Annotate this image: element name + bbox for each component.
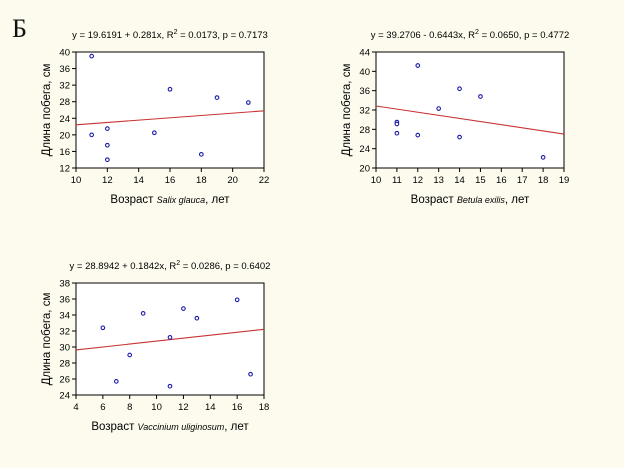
- data-point: [457, 86, 462, 92]
- y-tick-label: 12: [59, 164, 70, 175]
- panel-letter: Б: [12, 14, 27, 43]
- data-point: [167, 86, 173, 92]
- x-tick-label: 12: [102, 175, 113, 186]
- x-axis-label: Возраст Salix glauca, лет: [110, 194, 230, 206]
- data-point: [234, 297, 240, 303]
- y-tick-label: 26: [59, 375, 70, 386]
- regression-equation: y = 28.8942 + 0.1842x, R2 = 0.0286, p = …: [70, 260, 271, 272]
- data-point: [457, 134, 462, 140]
- regression-line: [376, 105, 564, 135]
- x-tick-label: 4: [73, 402, 78, 413]
- plot-frame: [75, 51, 265, 169]
- data-point: [540, 155, 546, 160]
- x-tick-label: 10: [371, 175, 382, 186]
- y-tick-label: 40: [59, 48, 70, 59]
- data-point: [104, 126, 110, 131]
- y-tick-label: 28: [59, 359, 70, 370]
- x-tick-label: 16: [232, 402, 243, 413]
- data-point: [181, 306, 186, 311]
- data-point: [394, 130, 400, 136]
- x-axis-label: Возраст Vaccinium uliginosum, лет: [91, 421, 249, 433]
- y-tick-label: 44: [359, 48, 370, 59]
- plot-frame: [375, 51, 565, 169]
- y-tick-label: 28: [359, 125, 370, 136]
- regression-equation: y = 19.6191 + 0.281x, R2 = 0.0173, p = 0…: [72, 29, 268, 41]
- data-point: [415, 63, 421, 68]
- x-tick-label: 16: [165, 175, 176, 186]
- data-point: [194, 315, 200, 321]
- y-tick-label: 32: [59, 327, 70, 338]
- x-tick-label: 11: [392, 175, 402, 186]
- x-tick-label: 14: [205, 402, 216, 413]
- y-tick-label: 36: [59, 295, 70, 306]
- x-tick-label: 19: [559, 175, 570, 186]
- x-tick-label: 18: [196, 175, 207, 186]
- y-axis-label: Длина побега, см: [41, 293, 53, 386]
- y-tick-label: 38: [59, 279, 70, 290]
- y-tick-label: 30: [59, 343, 70, 354]
- data-point: [415, 132, 421, 138]
- y-tick-label: 32: [59, 81, 70, 92]
- x-tick-label: 10: [71, 175, 82, 186]
- x-tick-label: 12: [412, 175, 423, 186]
- y-tick-label: 24: [59, 391, 70, 402]
- data-point: [248, 371, 253, 377]
- data-point: [245, 100, 251, 105]
- x-tick-label: 14: [133, 175, 144, 186]
- y-tick-label: 34: [59, 311, 70, 322]
- data-point: [394, 121, 400, 127]
- regression-line: [76, 110, 264, 126]
- y-tick-label: 24: [59, 114, 70, 125]
- data-point: [214, 95, 220, 100]
- y-tick-label: 40: [359, 67, 370, 78]
- y-axis-label: Длина побега, см: [41, 64, 53, 157]
- x-tick-label: 16: [496, 175, 507, 186]
- data-point: [140, 311, 146, 316]
- x-tick-label: 17: [517, 175, 528, 186]
- x-tick-label: 6: [100, 402, 105, 413]
- data-point: [100, 325, 106, 331]
- y-axis-label: Длина побега, см: [341, 64, 353, 157]
- y-tick-label: 36: [359, 86, 370, 97]
- y-tick-label: 20: [359, 164, 370, 175]
- data-point: [89, 132, 95, 138]
- x-tick-label: 15: [475, 175, 486, 186]
- y-tick-label: 36: [59, 64, 70, 75]
- y-tick-label: 20: [59, 130, 70, 141]
- data-point: [89, 53, 95, 59]
- x-tick-label: 14: [454, 175, 465, 186]
- data-point: [167, 335, 173, 340]
- y-tick-label: 28: [59, 97, 70, 108]
- data-point: [198, 151, 204, 157]
- x-tick-label: 20: [227, 175, 238, 186]
- data-point: [127, 352, 133, 358]
- y-tick-label: 32: [359, 106, 370, 117]
- x-tick-label: 12: [178, 402, 189, 413]
- regression-equation: y = 39.2706 - 0.6443x, R2 = 0.0650, p = …: [371, 29, 570, 41]
- data-point: [478, 94, 483, 99]
- data-point: [436, 106, 442, 111]
- data-point: [104, 157, 110, 163]
- x-tick-label: 22: [259, 175, 270, 186]
- x-tick-label: 13: [433, 175, 444, 186]
- x-axis-label: Возраст Betula exilis, лет: [411, 194, 530, 206]
- y-tick-label: 24: [359, 144, 370, 155]
- x-tick-label: 10: [151, 402, 162, 413]
- data-point: [113, 379, 119, 384]
- x-tick-label: 18: [259, 402, 270, 413]
- data-point: [151, 130, 157, 136]
- data-point: [167, 383, 173, 389]
- x-tick-label: 8: [127, 402, 132, 413]
- data-point: [104, 142, 110, 148]
- y-tick-label: 16: [59, 147, 70, 158]
- x-tick-label: 18: [538, 175, 549, 186]
